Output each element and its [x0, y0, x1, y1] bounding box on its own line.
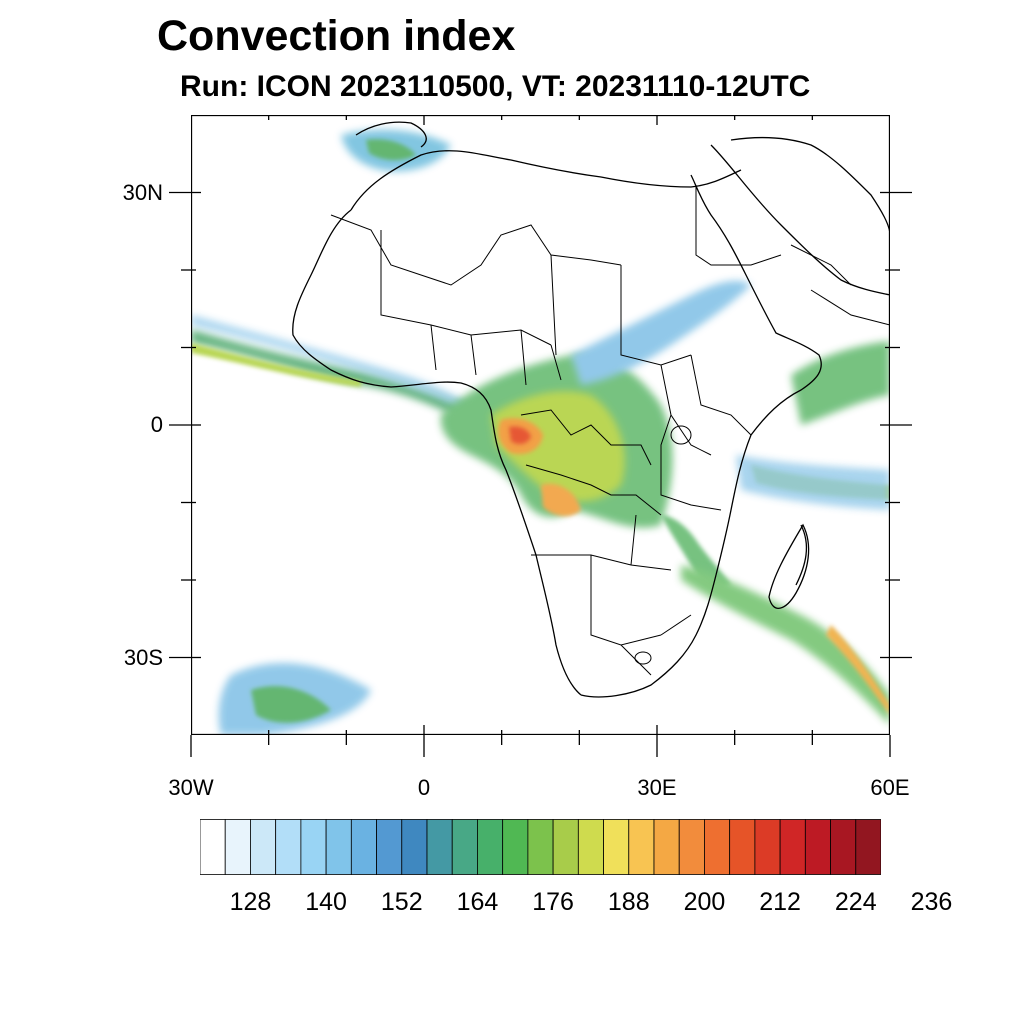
colorbar-swatch [401, 819, 428, 875]
colorbar-label: 236 [910, 888, 953, 916]
coastlines [292, 121, 890, 698]
colorbar-swatch [603, 819, 630, 875]
colorbar-swatch [200, 819, 226, 875]
colorbar-swatch [804, 819, 831, 875]
country-borders [330, 185, 890, 676]
field-atlantic-band-core [191, 343, 361, 387]
border-9 [660, 354, 752, 456]
colorbar-swatch [729, 819, 756, 875]
colorbar-swatch [855, 819, 881, 875]
map-ticks [191, 115, 890, 735]
coast-mediterranean [350, 150, 742, 211]
border-6 [525, 464, 662, 516]
colorbar-swatch [704, 819, 731, 875]
border-12 [790, 244, 890, 326]
field-atlantic-outer [191, 315, 521, 445]
colorbar-swatch [502, 819, 529, 875]
colorbar-swatch [552, 819, 579, 875]
colorbar-swatch [250, 819, 277, 875]
colorbar-swatch [224, 819, 251, 875]
chart-subtitle: Run: ICON 2023110500, VT: 20231110-12UTC [180, 70, 811, 103]
field-madagascar-core [826, 625, 890, 715]
lon-label: 30E [637, 775, 677, 800]
field-mozambique-band [681, 565, 890, 725]
field-indian-south-outer [736, 455, 890, 510]
field-gabon-hot [509, 426, 531, 445]
coast-arabia [710, 144, 890, 296]
border-11 [695, 185, 782, 266]
colorbar-swatch [527, 819, 554, 875]
coast-east-africa [690, 174, 822, 576]
colorbar-swatch [300, 819, 327, 875]
border-10 [660, 414, 722, 511]
colorbar-swatch [754, 819, 781, 875]
colorbar-swatch [477, 819, 504, 875]
field-somali [791, 341, 890, 425]
coast-madagascar [795, 524, 808, 586]
colorbar-swatch [628, 819, 655, 875]
convection-field [191, 129, 890, 735]
border-8 [620, 514, 692, 676]
lon-label: 60E [870, 775, 910, 800]
field-mediterranean-core [366, 139, 416, 161]
colorbar-label: 188 [607, 888, 650, 916]
colorbar-swatch [275, 819, 302, 875]
border-2 [380, 230, 552, 346]
colorbar-label: 212 [759, 888, 801, 916]
colorbar-swatch [577, 819, 604, 875]
colorbar-label: 128 [229, 888, 272, 916]
colorbar-swatch [678, 819, 705, 875]
field-south-atlantic-core [251, 686, 331, 723]
colorbar-swatch [779, 819, 806, 875]
chart-title: Convection index [157, 12, 516, 60]
colorbar-swatch [451, 819, 478, 875]
colorbar-swatch [350, 819, 377, 875]
border-5 [520, 409, 652, 466]
colorbar-label: 176 [532, 888, 574, 916]
colorbar-swatch [830, 819, 857, 875]
coast-west-africa [292, 209, 582, 696]
field-malawi [661, 515, 731, 587]
lake-lesotho [634, 651, 652, 665]
lon-label: 30W [168, 775, 214, 800]
colorbar-swatch [325, 819, 352, 875]
lat-label: 0 [150, 412, 163, 437]
map-canvas [191, 115, 890, 735]
colorbar [200, 819, 881, 875]
lake-victoria [670, 425, 692, 445]
coast-iberia [355, 121, 427, 148]
border-1 [330, 214, 622, 286]
map-panel [191, 115, 890, 735]
colorbar-label: 200 [683, 888, 726, 916]
colorbar-swatch [653, 819, 680, 875]
lat-label: 30S [123, 644, 163, 670]
field-central-africa-mid [491, 391, 625, 502]
coast-arabia-north [730, 136, 890, 236]
colorbar-label: 164 [456, 888, 499, 916]
border-4 [550, 254, 692, 366]
colorbar-swatch [426, 819, 453, 875]
colorbar-label: 152 [380, 888, 423, 916]
lon-label: 0 [417, 775, 431, 800]
border-7 [531, 554, 672, 646]
colorbar-label: 224 [834, 888, 877, 916]
field-ethiopia [571, 280, 751, 385]
lat-label: 30N [122, 179, 163, 205]
lakes [634, 425, 692, 665]
coast-south-africa [580, 574, 717, 698]
colorbar-swatch [376, 819, 403, 875]
colorbar-label: 140 [305, 888, 347, 916]
field-angola-core [541, 483, 581, 517]
border-3 [430, 324, 562, 386]
